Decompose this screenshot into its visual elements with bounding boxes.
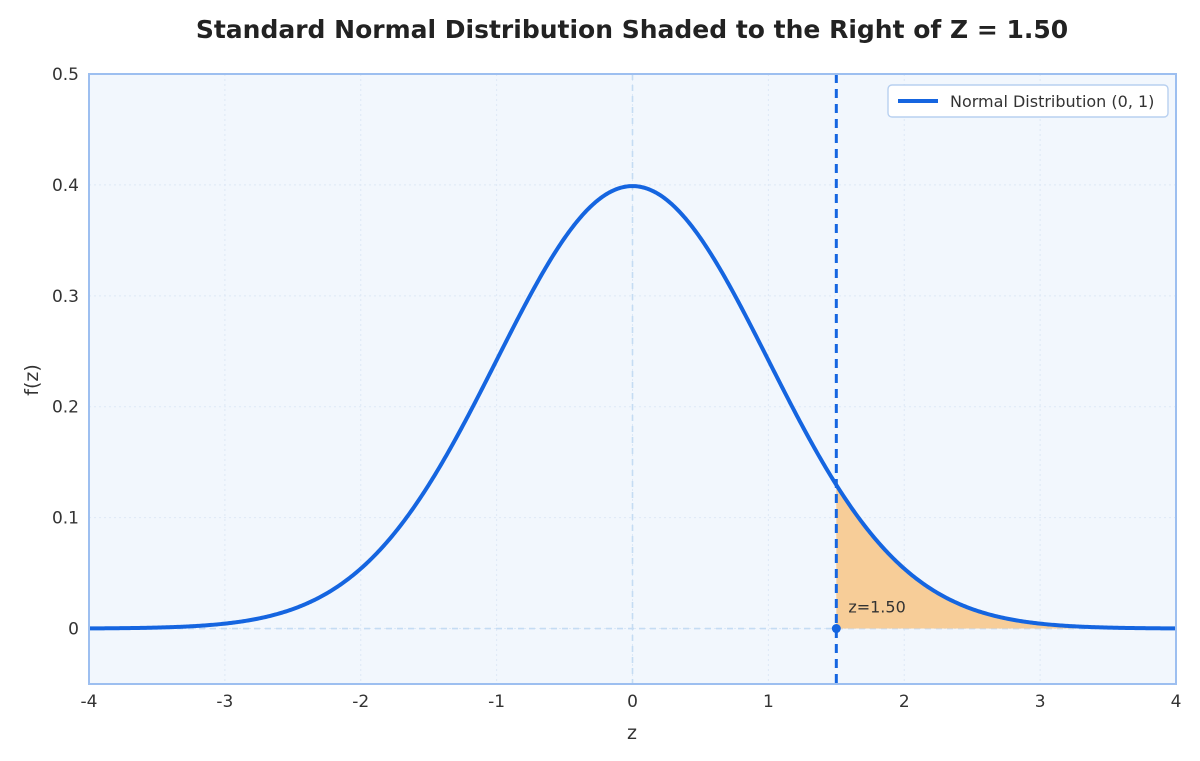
shaded-tail-region — [836, 484, 1176, 629]
y-tick-label: 0.3 — [52, 287, 79, 307]
y-tick-label: 0.1 — [52, 509, 79, 529]
x-tick-label: 1 — [763, 692, 774, 712]
y-tick-label: 0 — [68, 620, 79, 640]
x-tick-label: 2 — [899, 692, 910, 712]
series-line-normal-distribution — [88, 184, 1177, 631]
legend-box — [887, 84, 1169, 118]
z-annotation-label: z=1.50 — [848, 598, 905, 617]
x-axis-label: z — [627, 722, 637, 744]
x-tick-label: -4 — [81, 692, 98, 712]
chart-title: Standard Normal Distribution Shaded to t… — [196, 15, 1068, 44]
plot-frame — [88, 73, 1177, 685]
y-tick-label: 0.2 — [52, 398, 79, 418]
y-axis-label: f(z) — [21, 364, 43, 396]
plot-area: z=1.50 -4 -3 -2 -1 0 1 2 3 4 0 0.1 0.2 0.3 0.4 0.5 Norma… — [52, 65, 1181, 712]
x-tick-label: -3 — [216, 692, 233, 712]
y-tick-label: 0.4 — [52, 176, 79, 196]
x-tick-label: 0 — [627, 692, 638, 712]
y-tick-label: 0.5 — [52, 65, 79, 85]
x-tick-label: 4 — [1171, 692, 1182, 712]
x-tick-label: -1 — [488, 692, 505, 712]
legend-label: Normal Distribution (0, 1) — [950, 92, 1154, 111]
x-tick-label: 3 — [1035, 692, 1046, 712]
x-tick-label: -2 — [352, 692, 369, 712]
z-cutoff-point — [831, 624, 841, 634]
